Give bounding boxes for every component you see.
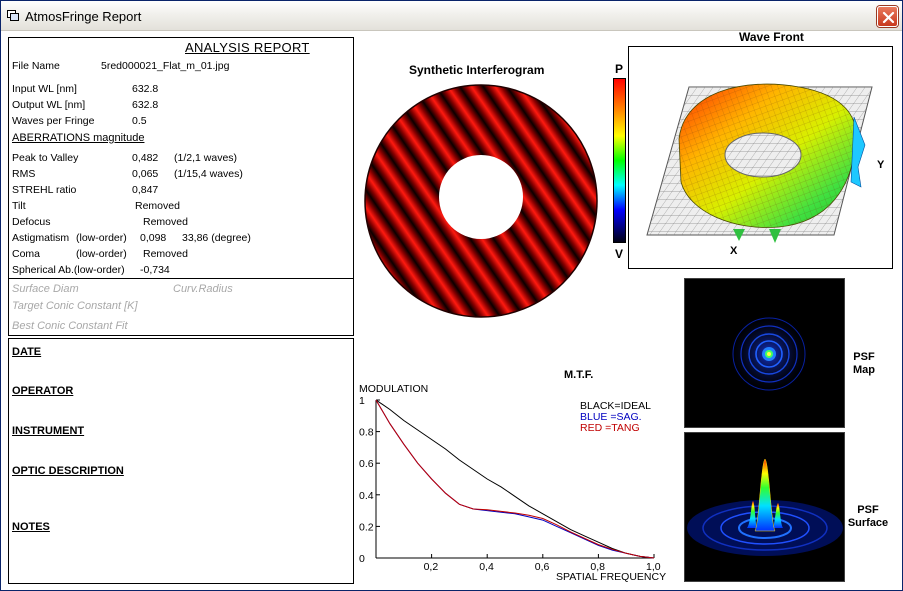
- report-divider: [9, 278, 353, 279]
- analysis-report-panel: ANALYSIS REPORT File Name 5red000021_Fla…: [8, 37, 354, 336]
- interferogram-image: [364, 84, 598, 318]
- mtf-series-line: [375, 399, 655, 559]
- operator-heading: OPERATOR: [12, 385, 74, 397]
- wavefront-title: Wave Front: [739, 30, 804, 44]
- psf-map-label-line1: PSF: [853, 351, 875, 363]
- mtf-y-tick-label: 0.4: [359, 490, 374, 502]
- wavefront-plot: X Y: [628, 46, 893, 269]
- window-title: AtmosFringe Report: [25, 9, 142, 24]
- rms-label: RMS: [12, 168, 36, 180]
- instrument-heading: INSTRUMENT: [12, 425, 85, 437]
- surface-diam-label: Surface Diam: [12, 283, 79, 295]
- close-button[interactable]: [877, 6, 898, 27]
- spherical-label: Spherical Ab.(low-order): [12, 264, 125, 276]
- scale-peak-label: P: [615, 62, 624, 76]
- strehl-label: STREHL ratio: [12, 184, 77, 196]
- output-wl-value: 632.8: [132, 99, 159, 111]
- optic-description-heading: OPTIC DESCRIPTION: [12, 465, 124, 477]
- mtf-y-tick-label: 0.6: [359, 458, 374, 470]
- spherical-value: -0,734: [140, 264, 170, 276]
- info-panel: DATE OPERATOR INSTRUMENT OPTIC DESCRIPTI…: [8, 338, 354, 584]
- ptv-label: Peak to Valley: [12, 152, 79, 164]
- coma-value: Removed: [143, 248, 188, 260]
- tilt-label: Tilt: [12, 200, 26, 212]
- mtf-x-tick-label: 0,4: [479, 561, 494, 573]
- psf-surface-label-line1: PSF: [857, 504, 879, 516]
- input-wl-label: Input WL [nm]: [12, 83, 77, 95]
- mtf-y-tick-label: 0: [359, 553, 365, 565]
- report-title: ANALYSIS REPORT: [185, 40, 310, 55]
- astigmatism-angle: 33,86 (degree): [182, 232, 251, 244]
- mtf-chart: M.T.F. MODULATION SPATIAL FREQUENCY 0 0.2…: [359, 369, 666, 583]
- output-wl-label: Output WL [nm]: [12, 99, 86, 111]
- close-icon: [882, 11, 895, 24]
- mtf-x-tick-label: 0,8: [590, 561, 605, 573]
- mtf-y-tick-label: 1: [359, 395, 365, 407]
- defocus-label: Defocus: [12, 216, 51, 228]
- interferogram-title: Synthetic Interferogram: [409, 63, 545, 77]
- waves-per-fringe-label: Waves per Fringe: [12, 115, 95, 127]
- mtf-legend-entry: BLUE =SAG.: [580, 411, 642, 423]
- mtf-x-tick-label: 1,0: [646, 561, 661, 573]
- notes-heading: NOTES: [12, 521, 50, 533]
- wavefront-x-axis: X: [730, 245, 738, 257]
- psf-map-label: PSF Map: [847, 351, 881, 377]
- rms-waves: (1/15,4 waves): [174, 168, 243, 180]
- tilt-value: Removed: [135, 200, 180, 212]
- astigmatism-order: (low-order): [76, 232, 127, 244]
- file-name-label: File Name: [12, 60, 60, 72]
- ptv-waves: (1/2,1 waves): [174, 152, 238, 164]
- wavefront-surface: [646, 83, 873, 243]
- mtf-legend-entry: RED =TANG: [580, 422, 640, 434]
- psf-map-label-line2: Map: [853, 364, 875, 376]
- mtf-y-tick-label: 0.2: [359, 521, 374, 533]
- date-heading: DATE: [12, 346, 42, 358]
- file-name-value: 5red000021_Flat_m_01.jpg: [101, 60, 230, 72]
- app-icon: [7, 10, 19, 21]
- psf-map-image: [684, 278, 845, 428]
- astigmatism-label: Astigmatism: [12, 232, 70, 244]
- mtf-x-tick-label: 0,6: [535, 561, 550, 573]
- psf-map-rings: [729, 314, 809, 394]
- rms-value: 0,065: [132, 168, 159, 180]
- defocus-value: Removed: [143, 216, 188, 228]
- scale-valley-label: V: [615, 247, 624, 261]
- title-bar[interactable]: AtmosFringe Report: [1, 1, 902, 31]
- astigmatism-value: 0,098: [140, 232, 167, 244]
- mtf-legend-entry: BLACK=IDEAL: [580, 400, 651, 412]
- waves-per-fringe-value: 0.5: [132, 115, 147, 127]
- coma-label: Coma: [12, 248, 41, 260]
- ptv-value: 0,482: [132, 152, 159, 164]
- coma-order: (low-order): [76, 248, 127, 260]
- psf-surface-label: PSF Surface: [843, 504, 893, 530]
- mtf-x-axis-label: SPATIAL FREQUENCY: [556, 571, 666, 583]
- mtf-x-tick-label: 0,2: [424, 561, 439, 573]
- aberrations-heading: ABERRATIONS magnitude: [12, 132, 145, 144]
- best-conic-label: Best Conic Constant Fit: [12, 320, 128, 332]
- strehl-value: 0,847: [132, 184, 159, 196]
- wavefront-y-axis: Y: [877, 159, 885, 171]
- psf-surface-label-line2: Surface: [847, 517, 889, 529]
- target-conic-label: Target Conic Constant [K]: [12, 300, 138, 312]
- mtf-series-line: [375, 399, 655, 559]
- psf-surface-image: [684, 432, 845, 582]
- mtf-y-axis-label: MODULATION: [359, 383, 428, 395]
- mtf-y-tick-label: 0.8: [359, 427, 374, 439]
- curv-radius-label: Curv.Radius: [173, 283, 233, 295]
- color-scale-bar: [613, 78, 626, 243]
- psf-surface-plot: [687, 458, 843, 556]
- input-wl-value: 632.8: [132, 83, 159, 95]
- mtf-title: M.T.F.: [564, 369, 593, 381]
